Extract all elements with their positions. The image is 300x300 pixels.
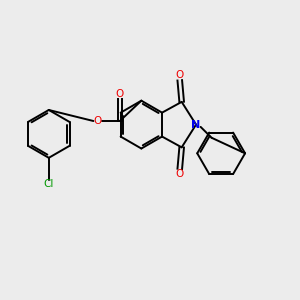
Text: N: N — [191, 120, 201, 130]
Text: O: O — [93, 116, 101, 126]
Text: O: O — [176, 169, 184, 179]
Text: O: O — [116, 89, 124, 99]
Text: Cl: Cl — [43, 179, 53, 189]
Text: O: O — [176, 70, 184, 80]
